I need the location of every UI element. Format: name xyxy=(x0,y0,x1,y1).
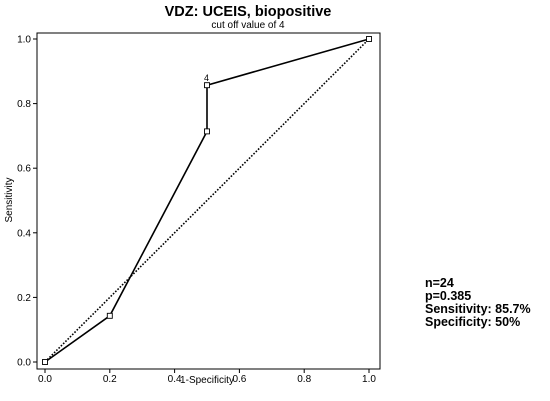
stats-specificity: Specificity: 50% xyxy=(425,315,521,329)
axis-ticks: 0.0 0.2 0.4 0.6 0.8 1.0 0.0 0.2 0.4 0.6 0.8 1.0 xyxy=(17,35,376,386)
roc-point-marker xyxy=(106,312,113,319)
roc-point-marker xyxy=(204,82,210,89)
annotations: 4 xyxy=(204,73,209,83)
roc-point-marker xyxy=(366,36,372,42)
series-markers xyxy=(42,36,372,365)
y-axis-label: Sensitivity xyxy=(4,177,15,222)
chart-subtitle: cut off value of 4 xyxy=(211,20,285,31)
roc-point-marker xyxy=(204,128,210,135)
y-tick-label: 0.0 xyxy=(17,358,31,369)
x-tick-label: 0.2 xyxy=(103,374,117,385)
stats-p: p=0.385 xyxy=(425,289,472,303)
plot-area-frame xyxy=(36,32,381,370)
stats-n: n=24 xyxy=(425,276,454,290)
x-tick-label: 0.4 xyxy=(168,374,182,385)
x-tick-label: 0.8 xyxy=(297,374,311,385)
x-axis-label: 1-Specificity xyxy=(180,375,234,386)
y-tick-label: 0.2 xyxy=(17,293,31,304)
roc-point-marker xyxy=(42,359,48,365)
x-tick-label: 1.0 xyxy=(362,374,376,385)
x-tick-label: 0.6 xyxy=(232,374,246,385)
chart-title: VDZ: UCEIS, biopositive xyxy=(165,4,332,20)
y-tick-label: 1.0 xyxy=(17,35,31,46)
x-tick-label: 0.0 xyxy=(38,374,52,385)
y-tick-label: 0.8 xyxy=(17,99,31,110)
stats-sensitivity: Sensitivity: 85.7% xyxy=(425,302,531,316)
cutoff-point-label: 4 xyxy=(204,73,209,83)
stats-summary: n=24 p=0.385 Sensitivity: 85.7% Specific… xyxy=(425,277,531,329)
y-tick-label: 0.4 xyxy=(17,228,31,239)
reference-diagonal-line xyxy=(44,38,370,363)
y-tick-label: 0.6 xyxy=(17,164,31,175)
